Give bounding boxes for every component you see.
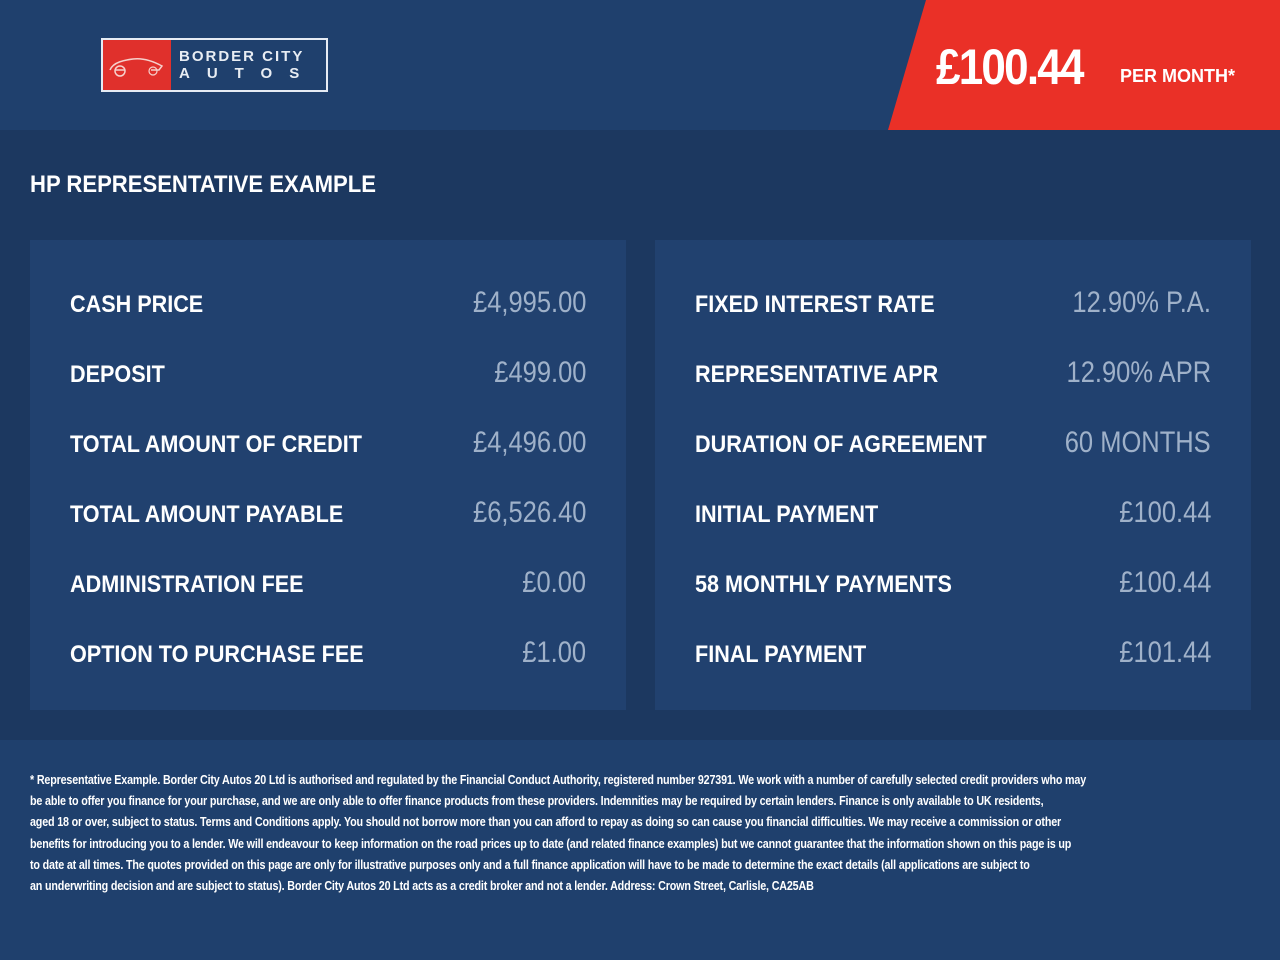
monthly-price: £100.44 bbox=[936, 39, 1084, 95]
row-label: FIXED INTEREST RATE bbox=[695, 291, 935, 318]
monthly-price-badge: £100.44 PER MONTH* bbox=[888, 0, 1280, 130]
row-value: 60 MONTHS bbox=[1065, 426, 1211, 459]
row-value: £4,496.00 bbox=[472, 426, 586, 459]
disclaimer: * Representative Example. Border City Au… bbox=[0, 740, 1280, 960]
row-value: £4,995.00 bbox=[472, 286, 586, 319]
row-value: £0.00 bbox=[522, 566, 586, 599]
row-label: REPRESENTATIVE APR bbox=[695, 361, 939, 388]
finance-row: DEPOSIT £499.00 bbox=[70, 350, 586, 420]
finance-row: OPTION TO PURCHASE FEE £1.00 bbox=[70, 630, 586, 700]
finance-row: FIXED INTEREST RATE 12.90% P.A. bbox=[695, 280, 1211, 350]
left-finance-panel: CASH PRICE £4,995.00 DEPOSIT £499.00 TOTAL A… bbox=[30, 240, 626, 710]
row-label: 58 MONTHLY PAYMENTS bbox=[695, 571, 952, 598]
row-value: £499.00 bbox=[493, 356, 586, 389]
logo-line1: BORDER CITY bbox=[179, 48, 305, 65]
row-value: £1.00 bbox=[522, 636, 586, 669]
price-suffix: PER MONTH* bbox=[1120, 66, 1236, 86]
logo-line2: AUTOS bbox=[179, 65, 317, 82]
finance-row: TOTAL AMOUNT OF CREDIT £4,496.00 bbox=[70, 420, 586, 490]
row-label: INITIAL PAYMENT bbox=[695, 501, 879, 528]
disclaimer-line: an underwriting decision and are subject… bbox=[30, 879, 814, 894]
row-value: £6,526.40 bbox=[472, 496, 586, 529]
disclaimer-line: to date at all times. The quotes provide… bbox=[30, 857, 1030, 872]
logo[interactable]: BORDER CITY AUTOS bbox=[101, 38, 328, 92]
row-label: TOTAL AMOUNT PAYABLE bbox=[70, 501, 344, 528]
page-title: HP REPRESENTATIVE EXAMPLE bbox=[30, 171, 376, 198]
right-finance-panel: FIXED INTEREST RATE 12.90% P.A. REPRESENTA… bbox=[655, 240, 1251, 710]
row-value: £100.44 bbox=[1118, 566, 1211, 599]
row-label: CASH PRICE bbox=[70, 291, 204, 318]
finance-row: FINAL PAYMENT £101.44 bbox=[695, 630, 1211, 700]
finance-row: INITIAL PAYMENT £100.44 bbox=[695, 490, 1211, 560]
row-label: DEPOSIT bbox=[70, 361, 165, 388]
row-label: DURATION OF AGREEMENT bbox=[695, 431, 987, 458]
disclaimer-line: aged 18 or over, subject to status. Term… bbox=[30, 815, 1062, 830]
row-value: £100.44 bbox=[1118, 496, 1211, 529]
car-icon bbox=[103, 40, 171, 90]
row-label: TOTAL AMOUNT OF CREDIT bbox=[70, 431, 362, 458]
finance-row: REPRESENTATIVE APR 12.90% APR bbox=[695, 350, 1211, 420]
row-value: £101.44 bbox=[1118, 636, 1211, 669]
finance-row: 58 MONTHLY PAYMENTS £100.44 bbox=[695, 560, 1211, 630]
finance-row: DURATION OF AGREEMENT 60 MONTHS bbox=[695, 420, 1211, 490]
row-value: 12.90% APR bbox=[1066, 356, 1211, 389]
disclaimer-line: benefits for introducing you to a lender… bbox=[30, 836, 1072, 851]
finance-row: TOTAL AMOUNT PAYABLE £6,526.40 bbox=[70, 490, 586, 560]
disclaimer-line: be able to offer you finance for your pu… bbox=[30, 794, 1044, 809]
disclaimer-line: * Representative Example. Border City Au… bbox=[30, 773, 1087, 787]
row-label: ADMINISTRATION FEE bbox=[70, 571, 304, 598]
finance-row: ADMINISTRATION FEE £0.00 bbox=[70, 560, 586, 630]
finance-row: CASH PRICE £4,995.00 bbox=[70, 280, 586, 350]
header: BORDER CITY AUTOS £100.44 PER MONTH* bbox=[0, 0, 1280, 130]
row-label: FINAL PAYMENT bbox=[695, 641, 867, 668]
row-value: 12.90% P.A. bbox=[1072, 286, 1211, 319]
row-label: OPTION TO PURCHASE FEE bbox=[70, 641, 364, 668]
